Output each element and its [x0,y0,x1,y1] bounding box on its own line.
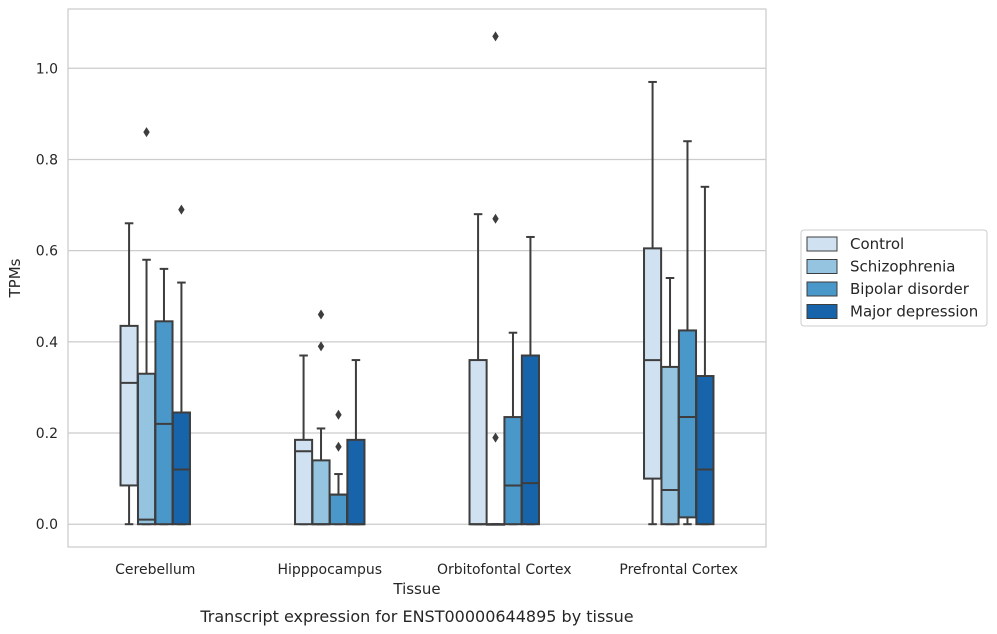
legend-label: Schizophrenia [850,258,955,276]
x-tick-label: Orbitofontal Cortex [437,562,572,578]
box-group [660,277,680,526]
x-tick-label: Cerebellum [115,562,195,578]
box-group [468,213,488,526]
y-tick-label: 0.2 [36,426,58,442]
boxes-layer [119,31,715,526]
box [119,324,139,487]
box-group [643,80,663,526]
outlier-point [317,341,325,352]
box [695,375,715,526]
legend-swatch [806,281,838,297]
y-tick-label: 0.6 [36,244,58,260]
outlier-point [317,309,325,320]
box [294,438,314,526]
box-group [171,204,191,526]
box [520,354,540,526]
box [136,372,157,526]
box-group [328,409,349,526]
y-tick-label: 1.0 [36,61,58,77]
box-group [485,31,506,526]
legend-label: Control [850,235,904,253]
box [677,329,698,519]
box-group [136,127,157,526]
box [311,459,331,526]
y-tick-label: 0.4 [36,335,58,351]
x-tick-label: Hipppocampus [277,562,382,578]
legend-swatch [806,259,838,274]
x-tick-label: Prefrontal Cortex [619,562,738,578]
box-group [294,354,314,526]
legend: Control Schizophrenia Bipolar disorder Majo… [800,229,988,327]
legend-label: Major depression [850,303,978,321]
box [660,365,680,526]
outlier-point [492,31,499,42]
box-group [346,359,366,526]
x-tick-labels: Cerebellum Hipppocampus Orbitofontal Corte… [115,562,738,578]
outlier-point [492,432,499,443]
box [643,247,663,480]
y-axis-label: TPMs [6,258,24,298]
box-group [311,309,331,526]
outlier-point [492,213,499,224]
box [346,438,366,526]
box [328,493,349,526]
box-group [677,140,698,526]
outlier-point [335,441,342,452]
box-group [503,331,523,526]
y-tick-labels: 0.0 0.2 0.4 0.6 0.8 1.0 [36,61,58,533]
box-group [119,222,139,526]
box-group [520,235,540,526]
box [154,320,174,526]
box [171,411,191,526]
y-tick-label: 0.8 [36,152,58,168]
outlier-point [335,409,342,420]
legend-swatch [806,304,838,319]
box [503,416,523,526]
box [468,359,488,526]
plot-frame [67,8,767,548]
box-group [695,185,715,526]
chart-caption: Transcript expression for ENST0000064489… [199,607,633,626]
outlier-point [143,127,150,138]
x-axis-label: Tissue [392,580,440,598]
outlier-point [178,204,185,215]
legend-swatch [806,236,838,252]
legend-frame [800,229,988,327]
legend-label: Bipolar disorder [850,280,970,298]
y-tick-label: 0.0 [36,517,58,533]
box-group [154,267,174,526]
